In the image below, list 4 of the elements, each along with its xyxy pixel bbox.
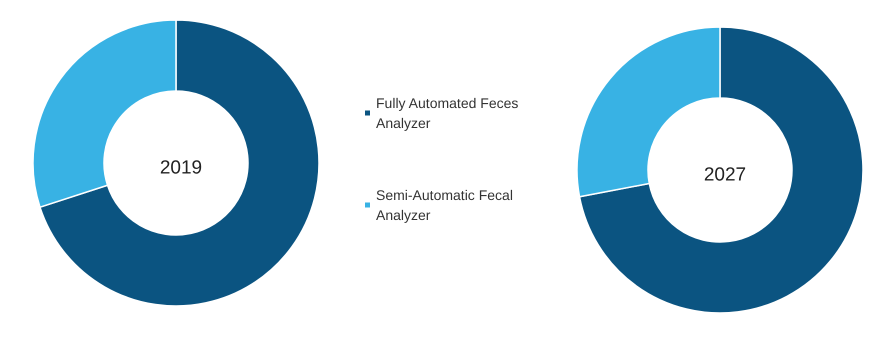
legend-label: Semi-Automatic Fecal Analyzer [376, 187, 517, 223]
text: 2019 [160, 158, 202, 178]
text: 2027 [704, 164, 746, 186]
legend-label: Fully Automated Feces Analyzer [376, 95, 522, 131]
